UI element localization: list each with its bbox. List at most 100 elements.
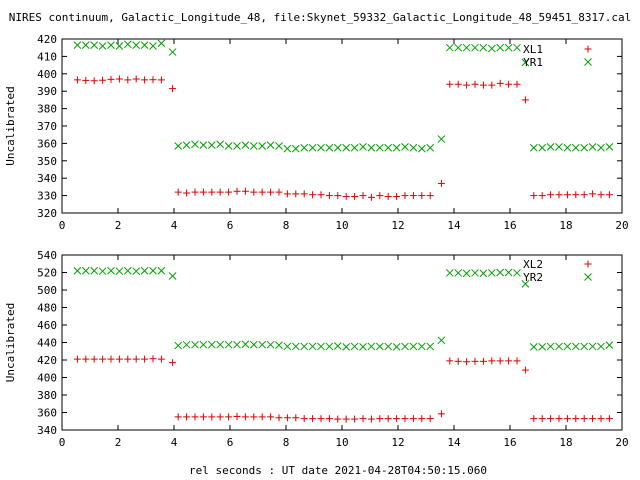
x-tick-label: 10: [335, 436, 348, 449]
data-point-xl2: [409, 415, 417, 423]
data-point-xl1: [208, 188, 216, 196]
data-point-xl2: [367, 415, 375, 423]
data-point-xl2: [267, 413, 275, 421]
data-point-xl1: [292, 190, 300, 198]
y-tick-label: 350: [37, 155, 57, 168]
data-point-xl2: [393, 415, 401, 423]
data-point-xl1: [572, 191, 580, 199]
data-point-yr1: [207, 141, 216, 149]
data-point-yr2: [555, 342, 563, 351]
data-point-yr2: [182, 340, 191, 349]
data-point-xl1: [359, 192, 367, 200]
data-point-yr1: [487, 44, 496, 53]
data-point-yr1: [182, 141, 191, 149]
data-point-xl1: [233, 187, 241, 195]
data-point-xl1: [325, 192, 333, 200]
legend-marker-yr1: [584, 58, 592, 66]
y-tick-label: 420: [37, 33, 57, 46]
data-point-yr2: [563, 342, 572, 351]
data-point-yr2: [291, 342, 300, 351]
data-point-xl1: [446, 80, 454, 88]
y-tick-label: 380: [37, 103, 57, 116]
data-point-xl2: [241, 413, 249, 421]
data-point-yr2: [266, 340, 275, 349]
y-tick-label: 480: [37, 302, 57, 315]
data-point-xl1: [107, 75, 115, 83]
data-point-yr2: [132, 267, 141, 276]
data-point-yr2: [241, 340, 250, 349]
data-point-xl2: [275, 414, 283, 422]
x-tick-label: 20: [615, 436, 628, 449]
data-point-xl1: [505, 80, 513, 88]
data-point-xl2: [82, 355, 90, 363]
data-point-yr2: [115, 267, 124, 276]
data-point-yr1: [174, 142, 183, 150]
data-point-xl2: [90, 355, 98, 363]
data-point-yr1: [359, 143, 367, 151]
data-point-xl2: [258, 413, 266, 421]
data-point-yr2: [98, 267, 107, 276]
data-point-yr1: [317, 143, 325, 152]
data-point-yr1: [291, 144, 300, 153]
data-point-xl2: [292, 414, 300, 422]
data-point-yr2: [462, 269, 471, 278]
data-point-yr2: [90, 266, 99, 275]
data-point-xl2: [317, 415, 325, 423]
x-tick-label: 0: [59, 436, 66, 449]
data-point-xl2: [418, 415, 426, 423]
data-point-yr1: [224, 142, 233, 150]
data-point-yr2: [392, 343, 401, 351]
data-point-xl1: [521, 96, 529, 104]
data-point-yr2: [454, 269, 463, 277]
x-tick-label: 2: [115, 436, 122, 449]
data-point-xl2: [597, 415, 605, 423]
data-point-yr1: [73, 41, 82, 49]
data-point-xl1: [488, 81, 496, 89]
data-point-yr1: [555, 143, 563, 151]
y-axis-label-2: Uncalibrated: [4, 303, 17, 382]
data-point-yr2: [342, 343, 351, 351]
data-point-xl2: [99, 355, 107, 363]
data-point-xl2: [115, 355, 123, 363]
data-point-xl2: [300, 415, 308, 423]
data-point-yr1: [563, 143, 572, 152]
data-point-yr2: [521, 280, 530, 288]
chart-title: NIRES continuum, Galactic_Longitude_48, …: [9, 11, 632, 24]
data-point-yr1: [401, 143, 409, 151]
data-point-xl2: [325, 415, 333, 423]
data-point-xl2: [174, 413, 182, 421]
y-tick-label: 390: [37, 85, 57, 98]
data-point-yr1: [249, 142, 258, 150]
data-point-yr1: [375, 143, 384, 152]
data-point-xl2: [359, 415, 367, 423]
data-point-xl1: [530, 192, 538, 200]
data-point-yr1: [426, 143, 435, 152]
y-tick-label: 500: [37, 284, 57, 297]
data-point-xl2: [208, 413, 216, 421]
data-point-xl1: [393, 192, 401, 200]
data-point-yr1: [496, 43, 505, 52]
x-tick-label: 16: [503, 219, 516, 232]
data-point-xl1: [275, 188, 283, 196]
legend-marker-xl1: [584, 45, 592, 53]
legend-label-yr1: YR1: [523, 56, 543, 69]
data-point-yr2: [513, 269, 521, 277]
data-point-xl2: [107, 355, 115, 363]
y-tick-label: 410: [37, 50, 57, 63]
data-point-xl1: [250, 188, 258, 196]
data-point-yr1: [333, 143, 342, 152]
y-tick-label: 460: [37, 319, 57, 332]
data-point-xl2: [225, 413, 233, 421]
y-axis-label-1: Uncalibrated: [4, 86, 17, 165]
data-point-xl1: [191, 188, 199, 196]
data-point-xl1: [555, 191, 563, 199]
x-tick-label: 4: [171, 436, 178, 449]
data-point-xl1: [605, 191, 613, 199]
data-point-xl2: [488, 357, 496, 365]
data-point-yr2: [504, 268, 513, 277]
x-tick-label: 10: [335, 219, 348, 232]
data-point-xl2: [250, 413, 258, 421]
data-point-xl1: [82, 76, 90, 84]
data-point-yr1: [258, 142, 267, 150]
data-point-yr2: [538, 343, 547, 351]
